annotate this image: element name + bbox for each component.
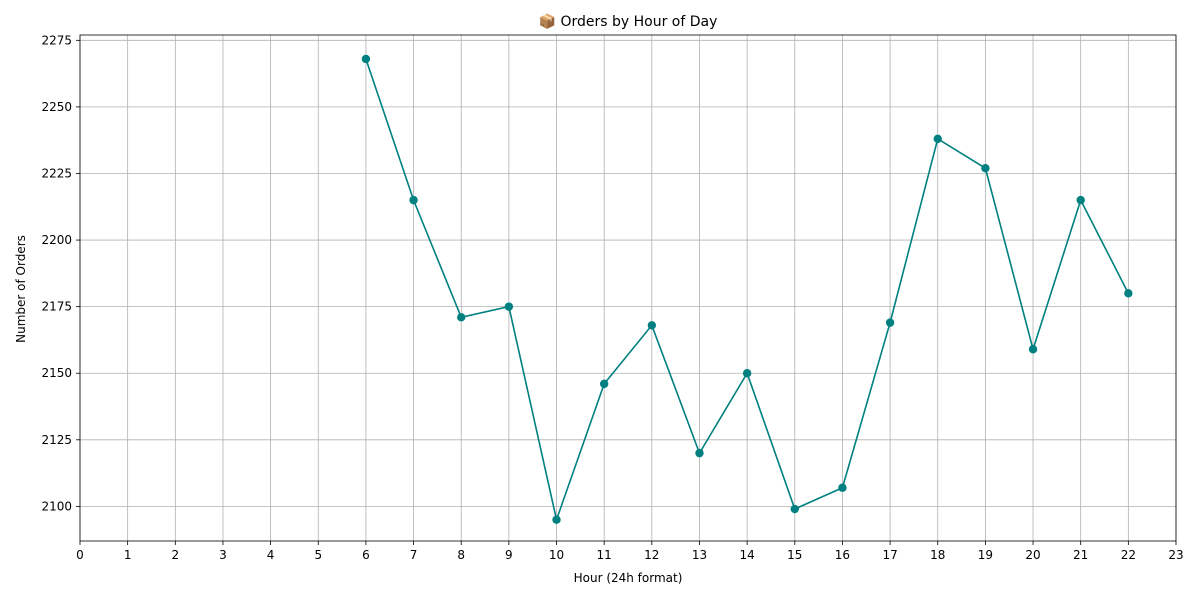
x-tick-label: 15 [787,548,802,562]
x-tick-label: 1 [124,548,132,562]
x-axis-title: Hour (24h format) [574,571,683,585]
x-tick-label: 10 [549,548,564,562]
x-tick-label: 5 [314,548,322,562]
x-tick-label: 3 [219,548,227,562]
x-tick-label: 14 [739,548,754,562]
data-point [457,313,466,322]
x-tick-label: 20 [1025,548,1040,562]
x-tick-label: 18 [930,548,945,562]
x-tick-label: 7 [410,548,418,562]
x-tick-label: 13 [692,548,707,562]
data-point [933,134,942,144]
x-tick-label: 12 [644,548,659,562]
x-tick-label: 0 [76,548,84,562]
series-layer [361,54,1133,524]
y-tick-label: 2250 [41,100,72,114]
x-tick-label: 21 [1073,548,1088,562]
data-point [361,54,371,64]
chart-title: 📦 Orders by Hour of Day [539,13,718,30]
y-axis-title: Number of Orders [14,235,28,343]
data-point [504,302,514,311]
y-tick-label: 2150 [41,366,72,380]
x-tick-label: 9 [505,548,513,562]
data-point [599,379,609,389]
y-tick-label: 2225 [41,166,72,180]
grid [79,35,1177,541]
data-point [1124,289,1133,298]
y-tick-label: 2200 [41,233,72,247]
x-tick-label: 8 [457,548,465,562]
axes: 0 1 2 3 4 5 6 7 8 9 10 11 12 13 14 15 16 17 18 19 20 21 22 2321… [41,33,1183,562]
data-point [838,483,847,492]
x-tick-label: 2 [171,548,179,562]
x-tick-label: 23 [1168,548,1183,562]
y-tick-label: 2175 [41,300,72,314]
plot-frame [79,34,1177,542]
y-tick-label: 2275 [41,33,72,47]
x-tick-label: 22 [1121,548,1136,562]
x-tick-label: 4 [267,548,275,562]
data-point [1028,345,1038,354]
data-point [981,163,990,173]
data-point [790,504,799,514]
data-point [409,195,418,205]
data-point [552,515,561,524]
data-point [742,369,752,378]
x-tick-label: 16 [835,548,850,562]
data-point [647,321,657,330]
data-point [885,318,895,327]
y-tick-label: 2100 [41,499,72,513]
x-tick-label: 17 [882,548,897,562]
x-tick-label: 19 [978,548,993,562]
data-point [1076,195,1085,205]
x-tick-label: 11 [597,548,612,562]
data-point [695,448,704,458]
y-tick-label: 2125 [41,433,72,447]
x-tick-label: 6 [362,548,370,562]
